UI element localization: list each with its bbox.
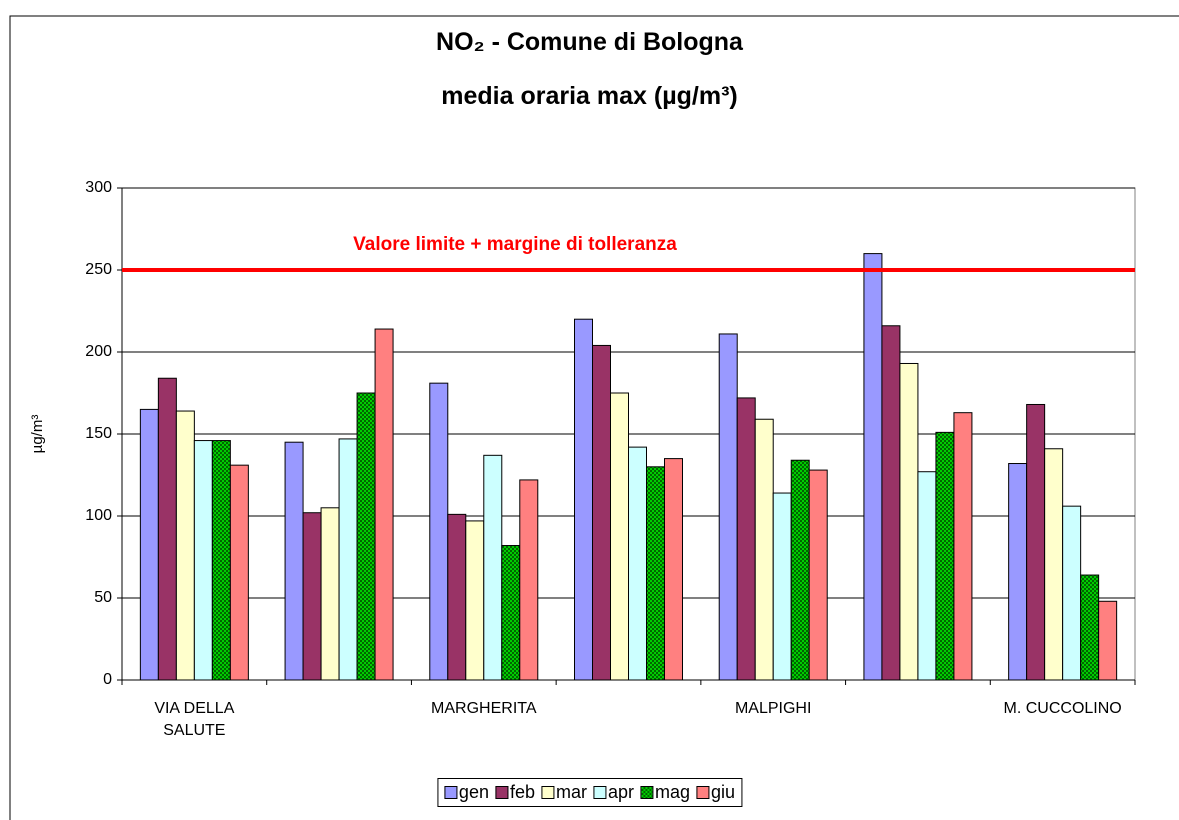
x-tick-label: VIA DELLA SALUTE	[154, 700, 235, 739]
y-tick-label: 50	[94, 589, 112, 606]
bar	[374, 328, 394, 681]
bar	[465, 520, 485, 681]
x-tick-label: M. CUCCOLINO	[1003, 700, 1122, 717]
legend-item: mag	[640, 782, 690, 803]
legend-swatch	[593, 786, 607, 799]
legend-swatch	[640, 786, 654, 799]
y-tick-label: 200	[85, 343, 112, 360]
bar	[628, 446, 647, 681]
bar	[1098, 600, 1118, 681]
bar	[592, 344, 611, 681]
bar	[664, 458, 683, 681]
legend-item: feb	[494, 782, 536, 803]
legend-label: mar	[556, 782, 588, 802]
x-tick-label: MARGHERITA	[431, 700, 537, 717]
bar	[211, 440, 231, 681]
bar	[899, 362, 919, 681]
y-tick-label: 150	[85, 425, 112, 442]
legend-label: mag	[655, 782, 691, 802]
bar	[157, 377, 177, 681]
reference-label: Valore limite + margine di tolleranza	[353, 234, 677, 255]
legend: gen feb mar apr mag giu	[436, 778, 743, 807]
y-tick-label: 100	[85, 507, 112, 524]
bar	[863, 253, 883, 681]
bar	[953, 412, 973, 681]
bar	[935, 431, 955, 681]
y-tick-label: 0	[103, 671, 112, 688]
bar	[447, 513, 467, 681]
bar	[229, 464, 249, 681]
bar	[284, 441, 304, 681]
bar	[356, 392, 376, 681]
bar	[483, 454, 503, 681]
bar	[718, 333, 738, 681]
x-tick-label: MALPIGHI	[734, 700, 812, 717]
legend-swatch	[696, 786, 710, 799]
bar	[139, 408, 159, 681]
y-axis-label: µg/m³	[29, 415, 46, 454]
bar	[501, 545, 521, 681]
bar	[519, 479, 539, 681]
bar	[881, 325, 901, 681]
bar	[175, 410, 195, 681]
bar	[1044, 448, 1064, 681]
legend-item: apr	[593, 782, 634, 803]
legend-item: mar	[541, 782, 587, 803]
bar	[302, 512, 322, 681]
legend-swatch	[494, 786, 508, 799]
legend-item: gen	[443, 782, 489, 803]
bar	[610, 392, 629, 681]
bar	[646, 466, 665, 681]
chart-border	[9, 15, 1179, 820]
bar	[574, 318, 593, 681]
bar	[754, 418, 774, 681]
bar	[338, 438, 358, 681]
bar	[790, 459, 810, 681]
legend-label: gen	[458, 782, 489, 802]
bar	[193, 440, 213, 681]
bar	[429, 382, 449, 681]
bar	[808, 469, 828, 681]
legend-swatch	[541, 786, 555, 799]
bar	[736, 397, 756, 681]
legend-label: feb	[509, 782, 536, 802]
bar	[1008, 463, 1028, 681]
y-tick-label: 300	[85, 179, 112, 196]
legend-label: apr	[608, 782, 635, 802]
chart-subtitle: media oraria max (µg/m³)	[441, 82, 738, 110]
chart-title: NO₂ - Comune di Bologna	[436, 28, 743, 56]
legend-label: giu	[711, 782, 736, 802]
bar	[917, 471, 937, 681]
bar	[772, 492, 792, 681]
y-tick-label: 250	[85, 261, 112, 278]
legend-item: giu	[696, 782, 735, 803]
bar	[320, 507, 340, 681]
legend-swatch	[443, 786, 457, 799]
bar	[1062, 505, 1082, 681]
bar	[1026, 403, 1046, 681]
bar	[1080, 574, 1100, 681]
